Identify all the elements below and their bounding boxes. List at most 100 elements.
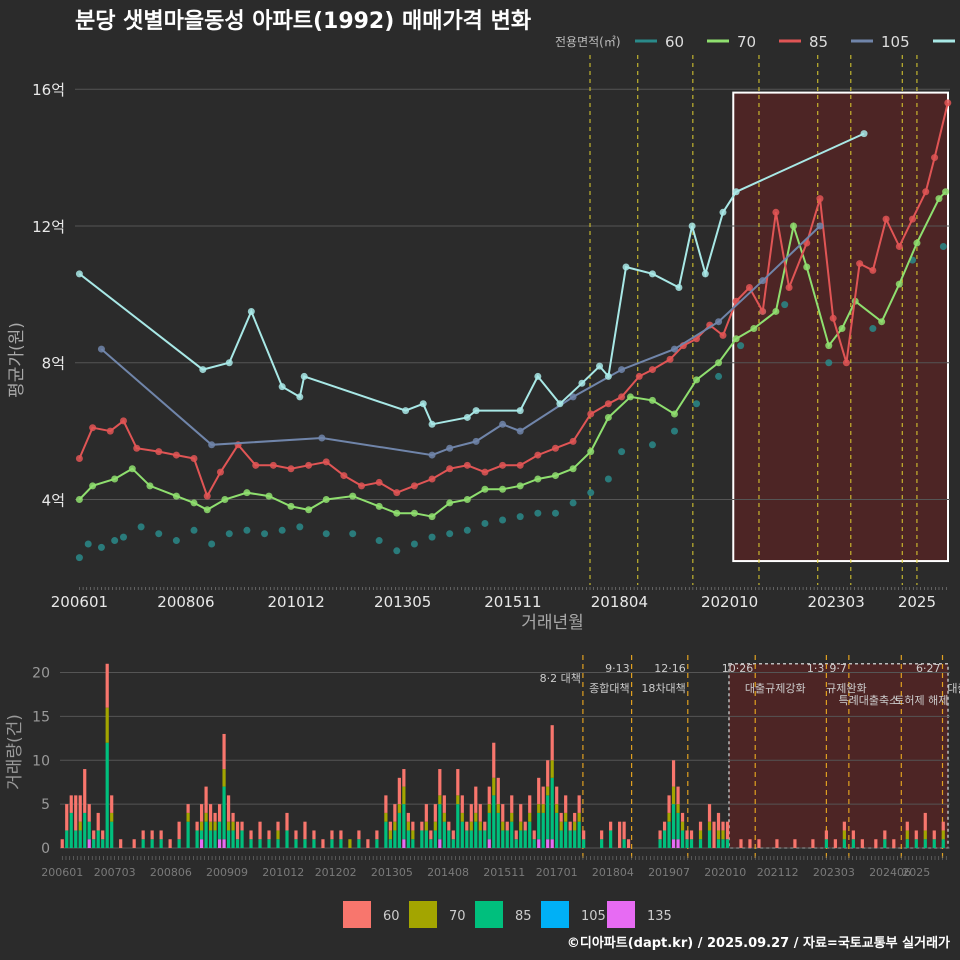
annotation-label: 8·2 대책 (540, 672, 581, 685)
series-line-105 (100, 225, 821, 457)
volume-bar-60 (874, 839, 878, 848)
data-point-135 (604, 372, 612, 380)
volume-x-tick-label: 201012 (262, 866, 304, 879)
data-point-60 (119, 533, 127, 541)
volume-y-tick-label: 0 (41, 841, 50, 857)
data-point-60 (410, 540, 418, 548)
volume-bar-60 (83, 769, 87, 813)
volume-bar-60 (258, 821, 262, 840)
volume-bar-60 (375, 830, 379, 840)
data-point-135 (719, 208, 727, 216)
data-point-70 (203, 506, 211, 514)
volume-bar-85 (698, 839, 703, 848)
volume-bar-85 (451, 839, 455, 848)
data-point-70 (913, 239, 921, 247)
volume-legend-swatch-85 (475, 901, 503, 928)
data-point-85 (446, 465, 454, 473)
volume-bar-70 (222, 769, 226, 787)
data-point-135 (688, 222, 696, 230)
volume-bar-85 (424, 830, 428, 848)
volume-bar-60 (496, 777, 500, 805)
volume-bar-85 (532, 839, 536, 848)
volume-bar-85 (195, 830, 199, 848)
data-point-70 (221, 496, 229, 504)
volume-bar-60 (478, 804, 482, 822)
data-point-60 (97, 543, 105, 551)
y-tick-label: 4억 (42, 492, 65, 510)
data-point-85 (618, 393, 626, 401)
volume-bar-85 (105, 742, 109, 848)
volume-bar-60 (321, 839, 325, 848)
data-point-70 (825, 342, 833, 350)
data-point-135 (701, 270, 709, 278)
volume-bar-60 (397, 777, 401, 805)
volume-bar-60 (483, 821, 487, 831)
data-point-85 (759, 307, 767, 315)
data-point-85 (305, 461, 313, 469)
x-tick-label: 201511 (484, 593, 541, 611)
volume-bar-85 (923, 839, 927, 848)
volume-bar-85 (824, 839, 828, 848)
volume-bar-60 (824, 830, 828, 840)
volume-bar-60 (793, 839, 797, 848)
volume-bar-60 (150, 830, 154, 840)
volume-bar-60 (465, 821, 469, 831)
volume-bar-60 (550, 725, 554, 761)
data-point-85 (772, 208, 780, 216)
annotation-label: 10·26 (722, 662, 754, 675)
volume-bar-85 (83, 812, 87, 848)
volume-bar-60 (294, 830, 298, 840)
volume-bar-70 (186, 812, 190, 822)
volume-x-tick-label: 202010 (704, 866, 746, 879)
data-point-85 (375, 478, 383, 486)
volume-bar-70 (559, 821, 563, 831)
data-point-60 (693, 400, 701, 408)
volume-bar-85 (226, 830, 231, 848)
volume-bar-70 (105, 707, 109, 743)
volume-bar-60 (716, 812, 721, 831)
volume-x-tick-label: 201804 (592, 866, 634, 879)
data-point-135 (534, 372, 542, 380)
volume-bar-85 (662, 830, 667, 848)
volume-bar-60 (618, 821, 622, 848)
volume-bar-60 (833, 839, 837, 848)
volume-bar-85 (523, 830, 527, 848)
data-point-60 (670, 427, 678, 435)
data-point-135 (300, 372, 308, 380)
volume-bar-70 (78, 821, 82, 831)
data-point-85 (895, 242, 903, 250)
volume-bar-60 (712, 821, 716, 848)
volume-legend-label-135: 135 (647, 909, 672, 924)
annotation-label: 12·16 (654, 662, 686, 675)
volume-bar-135 (222, 839, 226, 848)
data-point-105 (715, 318, 723, 326)
volume-bar-85 (667, 821, 671, 848)
volume-x-tick-label: 201305 (371, 866, 413, 879)
volume-bar-85 (397, 812, 401, 848)
volume-bar-85 (456, 804, 460, 848)
y-tick-label: 16억 (32, 81, 65, 99)
volume-bar-85 (519, 830, 523, 848)
volume-bar-85 (235, 839, 240, 848)
volume-bar-85 (483, 830, 487, 848)
data-point-85 (216, 468, 224, 476)
data-point-85 (719, 331, 727, 339)
data-point-70 (790, 222, 798, 230)
volume-legend-label-70: 70 (449, 909, 466, 924)
data-point-85 (785, 284, 793, 292)
data-point-70 (895, 280, 903, 288)
legend-label-60: 60 (665, 33, 684, 51)
volume-bar-70 (438, 795, 442, 805)
volume-bar-60 (514, 830, 518, 840)
data-point-60 (648, 441, 656, 449)
volume-bar-85 (65, 830, 69, 848)
volume-bar-85 (258, 839, 262, 848)
volume-bar-70 (226, 821, 231, 831)
data-point-85 (499, 461, 507, 469)
volume-bar-85 (208, 830, 213, 848)
data-point-70 (446, 499, 454, 507)
x-tick-label: 202303 (807, 593, 864, 611)
volume-bar-85 (478, 830, 482, 848)
data-point-85 (882, 215, 890, 223)
